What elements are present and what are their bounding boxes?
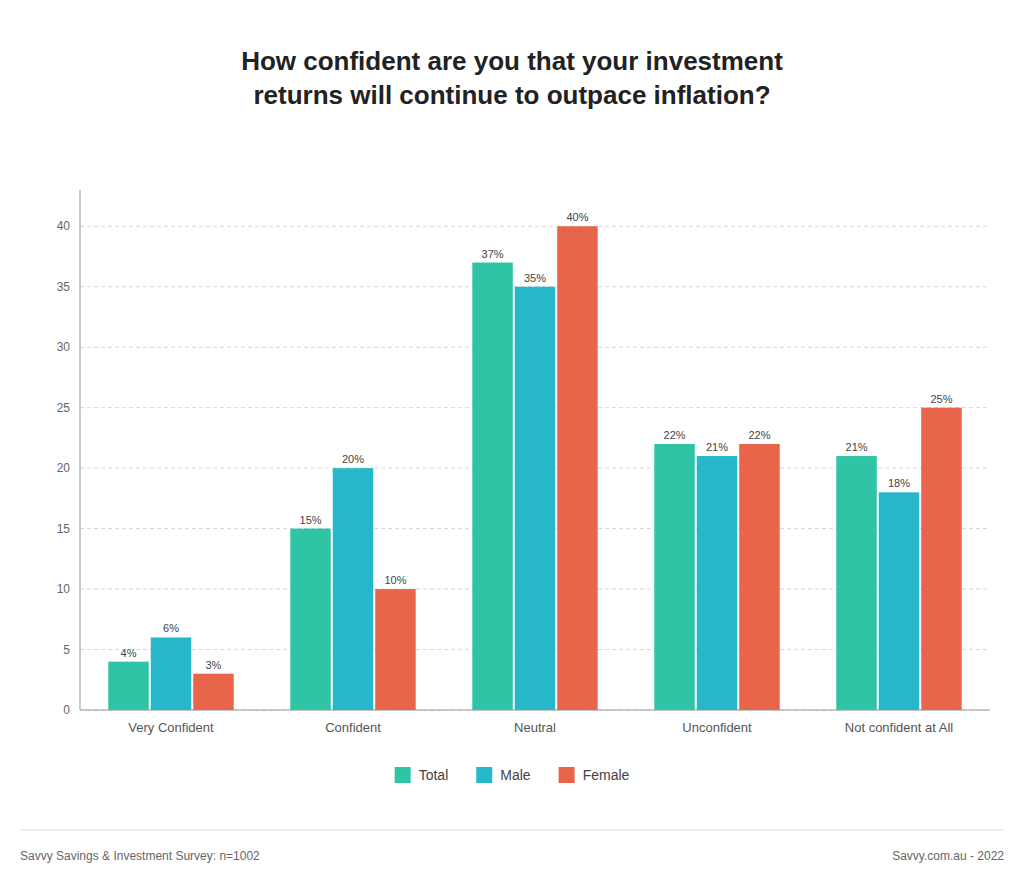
bar (921, 408, 961, 710)
legend-item: Male (476, 767, 531, 783)
bar (697, 456, 737, 710)
footer-rule (20, 830, 1004, 831)
data-label: 37% (482, 248, 504, 260)
grid (80, 226, 990, 710)
data-label: 18% (888, 477, 910, 489)
bar (515, 287, 555, 710)
y-tick-label: 0 (63, 703, 70, 717)
title: How confident are you that your investme… (241, 46, 783, 110)
data-label: 21% (846, 441, 868, 453)
legend-label: Male (500, 767, 531, 783)
chart: How confident are you that your investme… (0, 0, 1024, 896)
x-tick-label: Not confident at All (845, 720, 954, 735)
data-label: 15% (300, 514, 322, 526)
x-tick-label: Confident (325, 720, 381, 735)
data-label: 3% (206, 659, 222, 671)
x-tick-label: Unconfident (682, 720, 752, 735)
y-tick-label: 35 (57, 280, 71, 294)
bar (108, 662, 148, 710)
legend-swatch (559, 767, 575, 783)
data-label: 35% (524, 272, 546, 284)
legend-item: Total (395, 767, 449, 783)
bar (654, 444, 694, 710)
data-label: 21% (706, 441, 728, 453)
data-label: 20% (342, 453, 364, 465)
legend-label: Female (583, 767, 630, 783)
data-label: 6% (163, 622, 179, 634)
y-tick-label: 20 (57, 461, 71, 475)
bar (193, 674, 233, 710)
bar (151, 637, 191, 710)
legend-swatch (395, 767, 411, 783)
data-label: 10% (384, 574, 406, 586)
bar (557, 226, 597, 710)
legend-item: Female (559, 767, 630, 783)
data-label: 22% (664, 429, 686, 441)
title-line: How confident are you that your investme… (241, 46, 783, 76)
bar (290, 529, 330, 710)
data-labels: 4% 15% 37% 22% 21% 6% 20% 35% 21% 18% 3% 10% 40% 22% 2… (121, 211, 953, 670)
legend-swatch (476, 767, 492, 783)
y-axis-line (80, 190, 81, 710)
bar (375, 589, 415, 710)
y-tick-label: 30 (57, 340, 71, 354)
title-line: returns will continue to outpace inflati… (253, 80, 770, 110)
bar (836, 456, 876, 710)
legend-label: Total (419, 767, 449, 783)
bar (472, 263, 512, 710)
legend: Total Male Female (395, 767, 630, 783)
footnote: Savvy Savings & Investment Survey: n=100… (20, 849, 260, 863)
bar (879, 492, 919, 710)
data-label: 25% (930, 393, 952, 405)
bars (108, 226, 961, 710)
bar (739, 444, 779, 710)
y-tick-label: 10 (57, 582, 71, 596)
grid-line (80, 226, 990, 227)
y-tick-label: 25 (57, 401, 71, 415)
y-tick-label: 5 (63, 643, 70, 657)
x-tick-label: Very Confident (128, 720, 214, 735)
y-tick-label: 15 (57, 522, 71, 536)
x-tick-label: Neutral (514, 720, 556, 735)
bar (333, 468, 373, 710)
y-tick-label: 40 (57, 219, 71, 233)
footnote: Savvy.com.au - 2022 (892, 849, 1004, 863)
data-label: 22% (748, 429, 770, 441)
data-label: 40% (566, 211, 588, 223)
data-label: 4% (121, 647, 137, 659)
